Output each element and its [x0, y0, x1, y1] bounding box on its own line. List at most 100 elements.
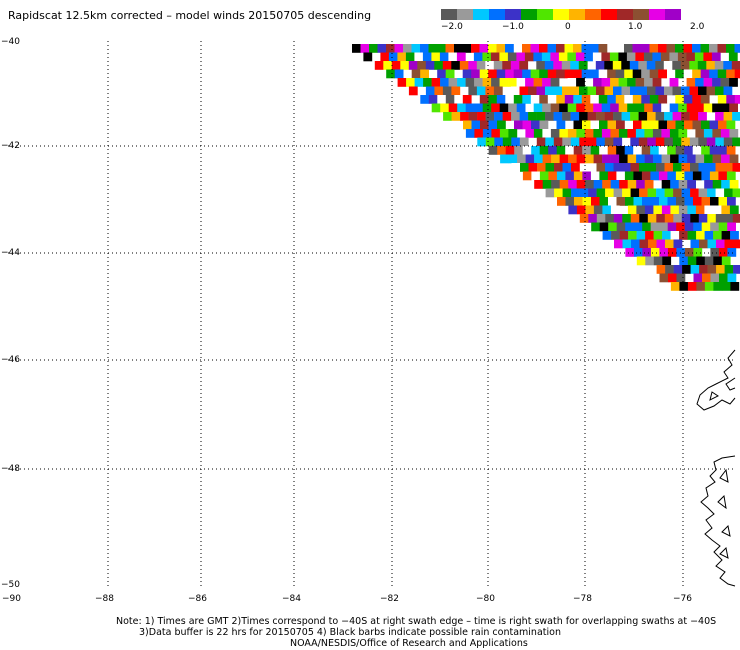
- wind-cell: [616, 222, 626, 232]
- wind-cell: [556, 146, 566, 155]
- wind-cell: [667, 171, 677, 181]
- coastline-lower: [700, 455, 736, 587]
- wind-cell: [507, 52, 517, 62]
- wind-cell: [388, 52, 398, 62]
- wind-cell: [724, 214, 734, 223]
- wind-cell: [545, 86, 554, 96]
- wind-cell: [505, 146, 515, 155]
- wind-cell: [471, 69, 480, 79]
- wind-cell: [707, 163, 716, 172]
- wind-cell: [550, 129, 560, 138]
- wind-cell: [642, 248, 652, 257]
- wind-cell: [732, 188, 740, 198]
- wind-cell: [692, 69, 701, 79]
- wind-cell: [625, 248, 635, 257]
- wind-cell: [394, 44, 404, 53]
- wind-cell: [403, 44, 412, 53]
- wind-cell: [702, 273, 711, 283]
- wind-cell: [707, 265, 717, 274]
- wind-cell: [579, 112, 588, 121]
- wind-cell: [635, 129, 645, 138]
- wind-cell: [670, 231, 680, 240]
- wind-cell: [562, 188, 572, 198]
- wind-cell: [622, 239, 632, 249]
- wind-cell: [693, 197, 702, 206]
- wind-cell: [715, 137, 725, 147]
- wind-cell: [559, 103, 568, 113]
- wind-cell: [610, 103, 619, 113]
- wind-cell: [616, 120, 625, 130]
- wind-cell: [675, 44, 684, 53]
- wind-cell: [693, 273, 703, 283]
- wind-cell: [641, 146, 651, 155]
- wind-cell: [601, 52, 611, 62]
- wind-cell: [662, 231, 671, 240]
- wind-cell: [684, 171, 694, 181]
- wind-cell: [530, 44, 540, 53]
- wind-cell: [431, 52, 441, 62]
- wind-cell: [659, 222, 668, 232]
- wind-cell: [642, 197, 651, 206]
- wind-cell: [690, 214, 700, 223]
- wind-cell: [491, 78, 500, 87]
- wind-cell: [653, 256, 663, 266]
- wind-cell: [647, 188, 657, 198]
- wind-cell: [514, 120, 523, 130]
- wind-cell: [732, 214, 740, 223]
- wind-cell: [658, 44, 667, 53]
- wind-cell: [468, 112, 478, 121]
- wind-cell: [650, 146, 659, 155]
- wind-cell: [694, 52, 704, 62]
- wind-cell: [687, 282, 697, 291]
- wind-cell: [712, 154, 722, 164]
- wind-cell: [693, 222, 702, 232]
- wind-cell: [542, 129, 552, 138]
- wind-cell: [675, 95, 685, 104]
- wind-cell: [590, 95, 600, 104]
- wind-cell: [709, 69, 718, 79]
- wind-cell: [647, 163, 657, 172]
- wind-cell: [618, 129, 628, 138]
- wind-cell: [650, 248, 660, 257]
- wind-cell: [670, 180, 679, 189]
- wind-cell: [655, 137, 665, 147]
- lon-label-90: −90: [2, 594, 21, 604]
- wind-cell: [596, 112, 605, 121]
- wind-cell: [440, 78, 449, 87]
- wind-cell: [575, 52, 585, 62]
- wind-cell: [502, 112, 512, 121]
- wind-cell: [655, 86, 665, 96]
- wind-cell: [727, 273, 737, 283]
- wind-cell: [621, 86, 631, 96]
- wind-cell: [599, 222, 609, 232]
- wind-cell: [701, 146, 710, 155]
- wind-cell: [588, 214, 598, 223]
- wind-cell: [477, 137, 487, 147]
- wind-cell: [405, 52, 415, 62]
- wind-cell: [692, 146, 702, 155]
- wind-cell: [539, 69, 548, 79]
- wind-cell: [522, 120, 532, 130]
- wind-cell: [581, 95, 591, 104]
- wind-cell: [590, 69, 599, 79]
- wind-cell: [723, 112, 733, 121]
- wind-cell: [519, 137, 529, 147]
- colorbar-swatch-5: [521, 9, 537, 20]
- wind-cell: [528, 86, 537, 96]
- wind-cell: [714, 61, 724, 70]
- wind-cell: [411, 69, 421, 79]
- wind-cell: [599, 146, 608, 155]
- wind-cell: [411, 44, 421, 53]
- wind-cell: [516, 78, 526, 87]
- wind-cell: [614, 239, 623, 249]
- wind-cell: [616, 146, 625, 155]
- wind-cell: [556, 69, 565, 79]
- wind-cell: [596, 137, 606, 147]
- color-scale-bar: [441, 9, 681, 20]
- colorbar-swatch-8: [569, 9, 585, 20]
- wind-cell: [533, 52, 543, 62]
- wind-cell: [684, 146, 693, 155]
- wind-cell: [494, 137, 504, 147]
- wind-cell: [485, 112, 495, 121]
- wind-cell: [626, 52, 636, 62]
